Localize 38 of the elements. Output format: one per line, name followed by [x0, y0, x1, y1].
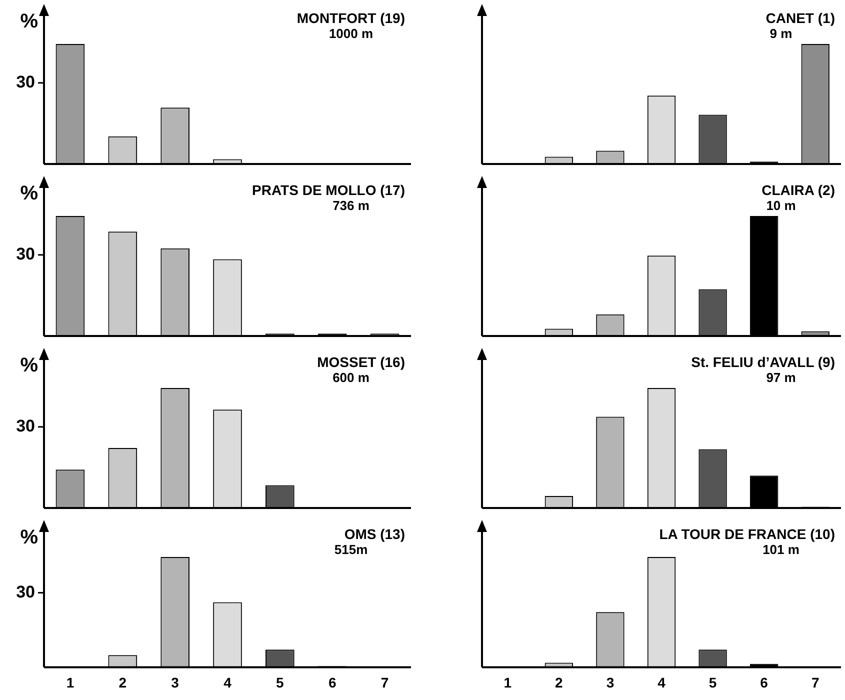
x-tick-label: 5: [708, 674, 717, 690]
chart-title: CLAIRA (2): [762, 182, 835, 198]
chart-title: OMS (13): [344, 526, 405, 542]
text: 30: [16, 416, 35, 436]
chart-subtitle: 10 m: [766, 198, 796, 214]
chart-title: CANET (1): [766, 10, 835, 26]
text: 30: [16, 582, 35, 602]
x-tick-label: 1: [66, 674, 74, 690]
text: 30: [16, 244, 35, 264]
chart-subtitle: 97 m: [766, 370, 796, 386]
chart-subtitle: 600 m: [332, 370, 370, 386]
chart-title: PRATS DE MOLLO (17): [252, 182, 405, 198]
y-axis-title: %: [20, 182, 38, 205]
x-tick-label: 6: [328, 674, 336, 690]
chart-title: LA TOUR DE FRANCE (10): [659, 526, 835, 542]
x-tick-label: 7: [811, 674, 820, 690]
chart-subtitle: 736 m: [332, 198, 370, 214]
chart-subtitle: 1000 m: [328, 26, 374, 42]
x-tick-label: 3: [606, 674, 614, 690]
chart-subtitle: 515m: [334, 542, 368, 558]
x-tick-label: 4: [224, 674, 232, 690]
x-tick-label: 2: [118, 674, 127, 690]
y-axis-title: %: [20, 354, 38, 377]
chart-title: St. FELIU d’AVALL (9): [691, 354, 835, 370]
x-tick-label: 7: [380, 674, 389, 690]
y-axis-title: %: [20, 10, 38, 33]
x-tick-label: 6: [760, 674, 768, 690]
chart-subtitle: 101 m: [762, 542, 800, 558]
y-axis-title: %: [20, 526, 38, 549]
x-tick-label: 5: [276, 674, 284, 690]
text: 30: [16, 72, 35, 92]
x-tick-label: 4: [658, 674, 666, 690]
chart-title: MOSSET (16): [317, 354, 405, 370]
chart-title: MONTFORT (19): [296, 10, 405, 26]
x-tick-label: 3: [171, 674, 180, 690]
x-tick-label: 2: [555, 674, 564, 690]
chart-subtitle: 9 m: [770, 26, 792, 42]
x-tick-label: 1: [504, 674, 512, 690]
